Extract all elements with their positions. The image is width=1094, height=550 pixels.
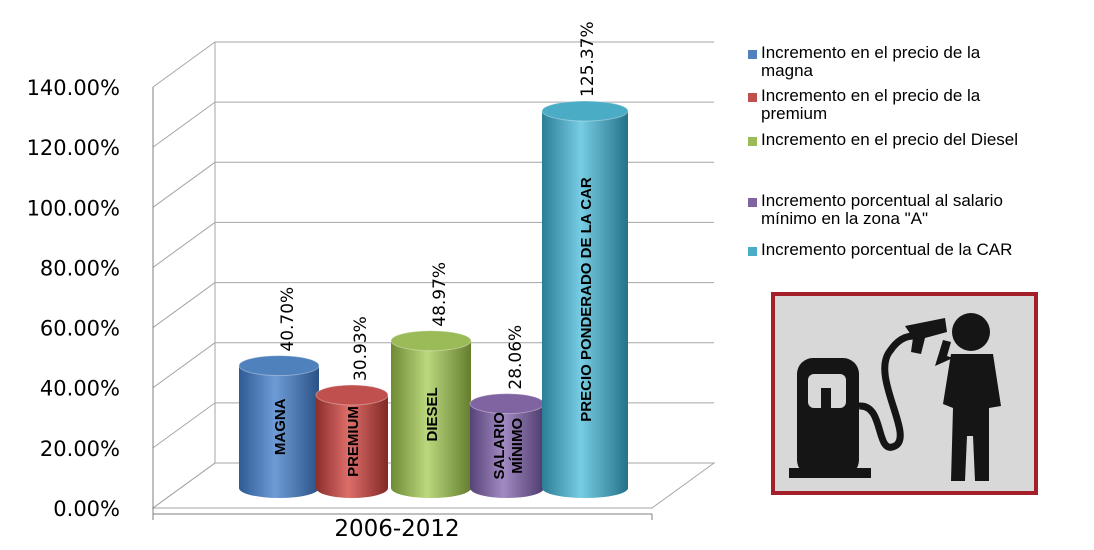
- legend-swatch-icon: [748, 50, 757, 59]
- bar-category-label: SALARIO MÍNIMO: [491, 412, 526, 480]
- bar-value-label: 125.37%: [578, 21, 598, 97]
- bar-top: [315, 384, 389, 406]
- bar-category-label: MAGNA: [272, 398, 289, 455]
- legend-swatch-icon: [748, 137, 757, 146]
- legend-label: Incremento en el precio del Diesel: [761, 131, 1018, 149]
- legend-swatch-icon: [748, 198, 757, 207]
- bar-top: [469, 393, 545, 415]
- gridline-side: [152, 161, 216, 208]
- bar-category-text: MÍNIMO: [509, 418, 526, 474]
- bar-value-label: 30.93%: [351, 316, 371, 381]
- legend-label: Incremento en el precio de la magna: [761, 44, 980, 80]
- bar-value-label: 48.97%: [430, 262, 450, 327]
- bar-top: [238, 355, 320, 377]
- bar-precio-ponderado-de-la-car: PRECIO PONDERADO DE LA CAR 125.37%: [541, 21, 629, 498]
- legend-label-line: Incremento en el precio del Diesel: [761, 130, 1019, 149]
- legend-item: Incremento en el precio de la magna: [748, 44, 980, 80]
- legend-label-line: Incremento porcentual de la CAR: [761, 240, 1013, 259]
- legend-label-line: mínimo en la zona "A": [761, 209, 929, 228]
- y-tick-label: 40.00%: [40, 377, 120, 401]
- gridline-side: [152, 402, 216, 449]
- y-tick-label: 80.00%: [40, 256, 120, 280]
- bars: MAGNA 40.70% PREMIUM 30.93% DIESEL 48.97% SALA…: [238, 21, 629, 498]
- legend-item: Incremento en el precio de la premium: [748, 87, 980, 123]
- floor: [151, 462, 716, 509]
- y-tick-label: 0.00%: [53, 497, 120, 521]
- bar-body: [316, 394, 388, 498]
- bar-premium: PREMIUM 30.93%: [315, 316, 389, 498]
- y-axis: 0.00% 20.00% 40.00% 60.00% 80.00% 100.00% 120.…: [27, 76, 653, 521]
- bar-body: [239, 365, 319, 498]
- legend-swatch-icon: [748, 93, 757, 102]
- legend-label: Incremento en el precio de la premium: [761, 87, 980, 123]
- legend-swatch-icon: [748, 247, 757, 256]
- y-tick-label: 20.00%: [40, 437, 120, 461]
- y-tick-label: 100.00%: [27, 196, 120, 220]
- bar-category-text: PRECIO PONDERADO DE LA CAR: [578, 177, 595, 422]
- legend-item: Incremento porcentual al salario mínimo e…: [748, 192, 1003, 228]
- gridline-side: [152, 342, 216, 389]
- fuel-pump-gun-to-head-icon: [775, 296, 1034, 491]
- y-tick-label: 140.00%: [27, 76, 120, 100]
- bar-value-label: 28.06%: [506, 325, 526, 390]
- gridline-side: [152, 222, 216, 268]
- legend-label-line: Incremento en el precio de la: [761, 43, 981, 62]
- bar-salario-m-nimo: SALARIO MÍNIMO 28.06%: [469, 325, 545, 498]
- bar-category-text: DIESEL: [424, 387, 441, 441]
- legend-label-line: premium: [761, 104, 828, 123]
- bar-body: [391, 340, 471, 498]
- bar-category-label: PREMIUM: [345, 406, 362, 477]
- legend-label: Incremento porcentual al salario mínimo e…: [761, 192, 1003, 228]
- gridline-side: [152, 41, 216, 88]
- bar-body: [542, 110, 628, 498]
- bar-category-text: PREMIUM: [345, 406, 362, 477]
- bar-category-label: PRECIO PONDERADO DE LA CAR: [578, 177, 595, 422]
- bar-value-label: 40.70%: [278, 287, 298, 352]
- fuel-pump-image: [771, 292, 1038, 495]
- bar-top: [390, 330, 472, 352]
- legend-label-line: magna: [761, 61, 813, 80]
- legend-label: Incremento porcentual de la CAR: [761, 241, 1012, 259]
- legend-item: Incremento en el precio del Diesel: [748, 131, 1018, 149]
- bar-category-text: MAGNA: [272, 398, 289, 455]
- bar-top: [541, 100, 629, 122]
- bar-diesel: DIESEL 48.97%: [390, 262, 472, 498]
- bar-magna: MAGNA 40.70%: [238, 287, 320, 498]
- legend-item: Incremento porcentual de la CAR: [748, 241, 1012, 259]
- bar-body: [470, 403, 544, 498]
- legend-label-line: Incremento porcentual al salario: [761, 191, 1003, 210]
- y-tick-label: 120.00%: [27, 136, 120, 160]
- gridline-side: [152, 282, 216, 328]
- bar-chart: 0.00% 20.00% 40.00% 60.00% 80.00% 100.00% 120.…: [27, 21, 716, 542]
- x-category-label: 2006-2012: [334, 516, 459, 542]
- bar-category-text: SALARIO: [491, 412, 508, 480]
- legend-label-line: Incremento en el precio de la: [761, 86, 981, 105]
- y-tick-label: 60.00%: [40, 317, 120, 341]
- gridline-side: [152, 101, 216, 148]
- bar-category-label: DIESEL: [424, 387, 441, 441]
